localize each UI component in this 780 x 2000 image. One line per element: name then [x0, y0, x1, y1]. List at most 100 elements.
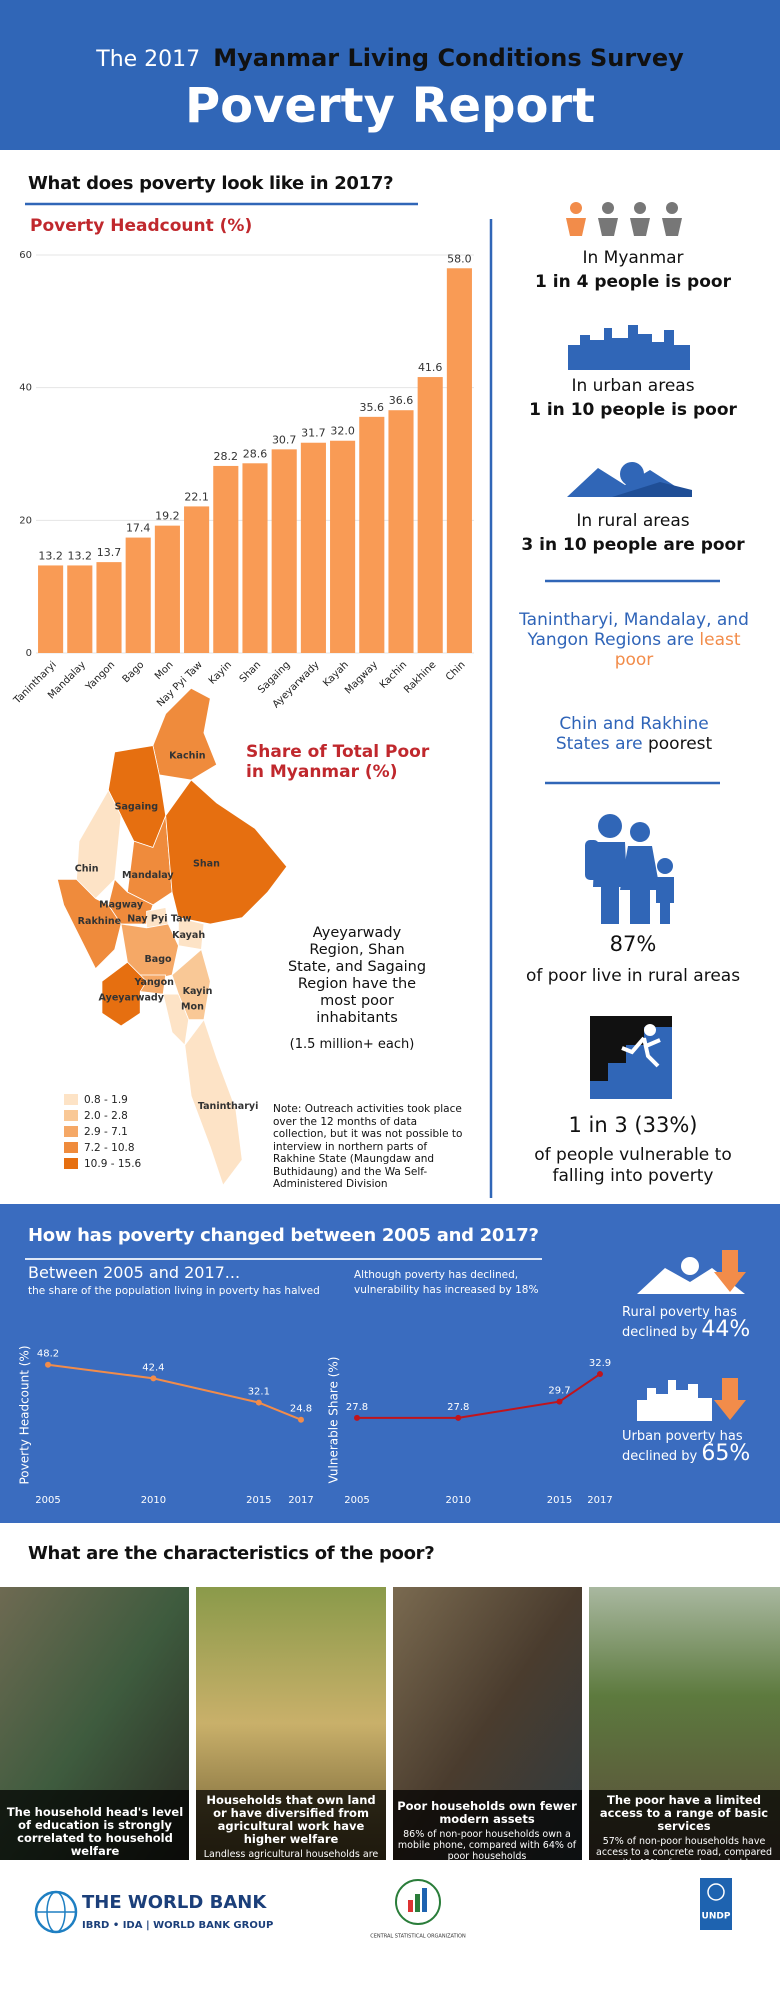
- region-shape: [184, 1018, 243, 1187]
- caption-bg: [196, 1790, 386, 1860]
- value-label: 27.8: [346, 1402, 368, 1413]
- value-label: 28.2: [214, 450, 239, 463]
- bar: [446, 268, 472, 653]
- footer-sub: IBRD • IDA | WORLD BANK GROUP: [82, 1920, 273, 1931]
- x-tick-label: Rakhine: [402, 659, 438, 695]
- section-title: What are the characteristics of the poor…: [28, 1543, 435, 1564]
- bar: [96, 562, 122, 653]
- value-label: 19.2: [155, 510, 180, 523]
- header-pre: The 2017: [96, 47, 201, 72]
- value-label: 48.2: [37, 1349, 59, 1360]
- value-label: 41.6: [418, 361, 443, 374]
- bar: [38, 565, 64, 653]
- chart-subtitle: the share of the population living in po…: [28, 1285, 320, 1297]
- value-label: 35.6: [360, 401, 385, 414]
- x-tick-label: Bago: [121, 659, 147, 685]
- emphasis: poorest: [647, 734, 713, 754]
- bar: [271, 449, 297, 653]
- header-title: Myanmar Living Conditions Survey: [213, 44, 684, 72]
- decline-value: 44%: [701, 1317, 751, 1342]
- value-label: 24.8: [290, 1404, 312, 1415]
- text: Tanintharyi, Mandalay, and Yangon Region…: [519, 610, 749, 650]
- value-label: 31.7: [301, 427, 326, 440]
- card: Households that own land or have diversi…: [201, 1793, 381, 1883]
- x-tick-label: 2005: [35, 1495, 60, 1506]
- value-label: 13.2: [68, 549, 93, 562]
- poorest-text: Chin and Rakhine States are poorest: [538, 714, 730, 754]
- chart-title: Although poverty has declined, vulnerabi…: [354, 1269, 539, 1296]
- value-label: 22.1: [184, 490, 209, 503]
- city-icon: [568, 325, 690, 370]
- region-label: Tanintharyi: [198, 1101, 259, 1112]
- point: [455, 1414, 462, 1421]
- fact-value: 3 in 10 people are poor: [521, 535, 745, 555]
- header-line: The 2017 Myanmar Living Conditions Surve…: [0, 40, 780, 79]
- caption-bg: [589, 1790, 780, 1860]
- legend-label: 2.0 - 2.8: [84, 1110, 128, 1122]
- card-title: The poor have a limited access to a rang…: [599, 1793, 769, 1833]
- down-arrow: [714, 1250, 746, 1292]
- value-label: 30.7: [272, 433, 297, 446]
- x-tick-label: 2017: [587, 1495, 612, 1506]
- region-label: Rakhine: [78, 916, 122, 927]
- bar: [417, 377, 443, 653]
- legend-label: 2.9 - 7.1: [84, 1126, 128, 1138]
- value-label: 17.4: [126, 522, 151, 535]
- decline: Rural poverty has declined by 44%: [622, 1304, 754, 1341]
- region-label: Mandalay: [122, 870, 174, 881]
- x-tick-label: Shan: [238, 659, 264, 685]
- value-label: 29.7: [548, 1386, 570, 1397]
- value-label: 32.1: [248, 1387, 270, 1398]
- x-tick-label: 2010: [446, 1495, 471, 1506]
- legend-swatch: [64, 1110, 78, 1121]
- region-shape: [165, 779, 288, 925]
- value-label: 27.8: [447, 1402, 469, 1413]
- people-icon: [566, 202, 682, 236]
- fact-value: 1 in 4 people is poor: [535, 272, 731, 292]
- fact-value: 1 in 10 people is poor: [529, 400, 737, 420]
- legend-label: 7.2 - 10.8: [84, 1142, 135, 1154]
- footer-undp: UNDP: [702, 1912, 731, 1922]
- map-highlight: Ayeyarwady Region, Shan State, and Sagai…: [287, 925, 427, 1026]
- legend-label: 0.8 - 1.9: [84, 1094, 128, 1106]
- caption-bg: [0, 1790, 189, 1860]
- fact-label: In urban areas: [571, 376, 695, 396]
- x-tick-label: 2015: [547, 1495, 572, 1506]
- legend-swatch: [64, 1142, 78, 1153]
- point: [556, 1398, 563, 1405]
- decline: Urban poverty has declined by 65%: [622, 1428, 754, 1465]
- least-poor-text: Tanintharyi, Mandalay, and Yangon Region…: [510, 610, 758, 670]
- point: [298, 1416, 304, 1423]
- vulnerable-value: 1 in 3 (33%): [568, 1113, 698, 1137]
- value-label: 58.0: [447, 252, 472, 265]
- value-label: 13.7: [97, 546, 122, 559]
- x-tick-label: Kayin: [207, 659, 234, 686]
- chart-title: Between 2005 and 2017...: [28, 1263, 241, 1282]
- emphasis: least poor: [614, 630, 741, 670]
- y-tick-label: 40: [19, 383, 32, 394]
- point: [354, 1414, 360, 1421]
- legend-swatch: [64, 1158, 78, 1169]
- point: [255, 1399, 262, 1406]
- x-tick-label: 2015: [246, 1495, 271, 1506]
- map-title: Share of Total Poor in Myanmar (%): [246, 742, 430, 782]
- card-title: Households that own land or have diversi…: [206, 1793, 376, 1846]
- line: [357, 1373, 601, 1419]
- bar: [184, 506, 210, 653]
- bar: [300, 442, 326, 653]
- card: The poor have a limited access to a rang…: [594, 1793, 774, 1870]
- card: Poor households own fewer modern assets 8…: [397, 1800, 577, 1863]
- value-label: 13.2: [38, 549, 63, 562]
- world-bank-logo: THE WORLD BANK IBRD • IDA | WORLD BANK G…: [34, 1890, 273, 1934]
- point: [150, 1375, 157, 1382]
- region-label: Mon: [181, 1001, 204, 1012]
- legend-label: 10.9 - 15.6: [84, 1158, 142, 1170]
- down-arrow: [714, 1378, 746, 1420]
- x-tick-label: Chin: [444, 659, 468, 683]
- family-icon: [585, 814, 674, 924]
- footer-cso: CENTRAL STATISTICAL ORGANIZATION: [370, 1934, 466, 1940]
- y-tick-label: 60: [19, 250, 32, 261]
- region-shape: [101, 961, 148, 1027]
- bar: [388, 410, 414, 653]
